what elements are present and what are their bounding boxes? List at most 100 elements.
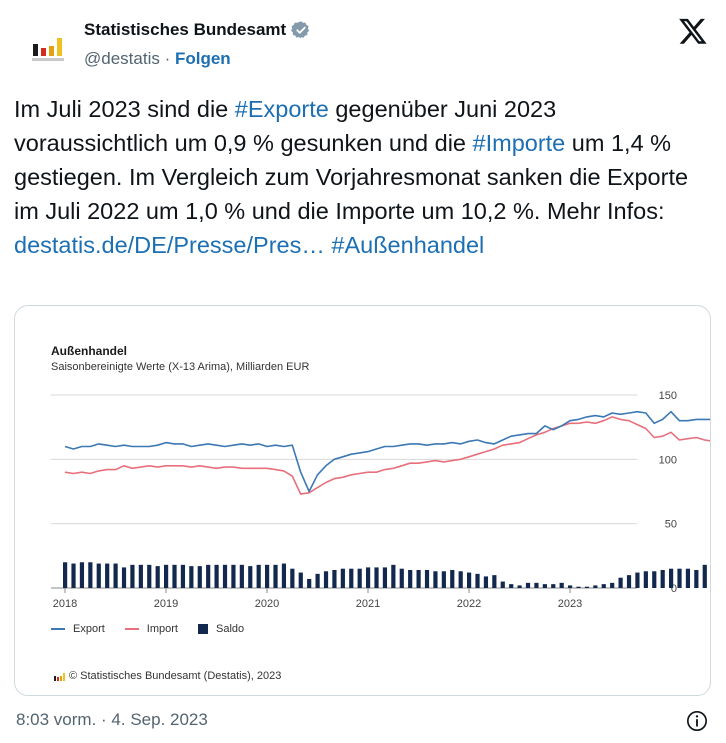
bar-saldo [408,569,413,588]
bar-saldo [63,562,68,588]
bar-saldo [88,562,93,588]
chart-legend: Export Import Saldo [51,623,264,635]
tweet-text-segment: Im Juli 2023 sind die [14,96,235,122]
tweet-header: Statistisches Bundesamt @destatis · Folg… [16,12,710,76]
bar-saldo [138,564,143,588]
x-tick-label: 2019 [154,598,178,610]
avatar-bar-yellow [57,38,62,56]
chart-source-text: © Statistisches Bundesamt (Destatis), 20… [69,670,282,682]
x-tick-label: 2022 [457,598,481,610]
bar-saldo [332,569,337,588]
bar-saldo [79,562,85,588]
x-tick-label: 2021 [356,598,380,610]
x-tick-label: 2020 [255,598,279,610]
legend-item-import: Import [124,623,178,635]
handle[interactable]: @destatis [84,49,160,68]
avatar-base [32,58,64,61]
bar-saldo [416,569,421,588]
bar-saldo [391,564,396,588]
chart-plot: 0 50 100 150 2018 2019 2020 2021 2022 2023 [51,390,710,610]
bar-saldo [206,564,211,588]
bar-saldo [534,582,539,588]
tweet-link[interactable]: #Exporte [234,96,329,122]
bar-saldo [256,564,261,588]
bar-saldo [239,564,244,588]
line-import [64,416,710,495]
bar-saldo [265,564,270,588]
legend-swatch-export [51,628,65,630]
tweet-text-segment: gegenüber Juni 2023 voraussichtlich um 0… [14,96,557,156]
legend-label-import: Import [146,623,178,635]
bar-saldo [214,564,219,588]
bar-saldo [500,581,505,588]
bar-saldo [366,567,371,588]
bar-saldo [105,563,110,588]
bar-saldo [180,564,186,588]
legend-swatch-import [124,628,139,630]
bar-saldo [643,571,648,588]
tweet-link[interactable]: #Importe [472,130,566,156]
chart-subtitle: Saisonbereinigte Werte (X-13 Arima), Mil… [51,361,310,373]
line-export [64,410,710,493]
author-name[interactable]: Statistisches Bundesamt [84,20,287,39]
bar-saldo [584,586,590,588]
bar-saldo [323,571,329,588]
bar-saldo [559,582,564,588]
bar-saldo [576,586,581,588]
tweet-timestamp[interactable]: 8:03 vorm. · 4. Sep. 2023 [16,710,208,729]
destatis-mini-logo-icon [54,672,66,681]
bar-saldo [702,564,707,588]
bar-saldo [492,575,497,588]
bar-saldo [71,563,76,588]
avatar-bar-black [33,44,38,56]
handle-row: @destatis · Folgen [84,49,231,69]
legend-label-saldo: Saldo [215,623,245,635]
tweet-link[interactable]: destatis.de/DE/Presse/Pres… [14,232,325,258]
bar-saldo [525,582,531,588]
verified-badge-icon [291,21,310,39]
bar-saldo [467,572,472,588]
bar-saldo [121,567,127,588]
x-tick-label: 2023 [558,598,582,610]
bar-saldo [130,564,135,588]
bar-saldo [113,563,118,588]
bar-saldo [685,568,691,588]
x-tick-label: 2018 [53,598,77,610]
bar-saldo [96,563,101,588]
bar-saldo [155,566,160,588]
info-circle-icon[interactable] [686,710,708,732]
bar-saldo [669,568,674,588]
avatar[interactable] [20,18,76,74]
bar-saldo [248,566,253,588]
bar-saldo [349,568,354,588]
bar-saldo [652,571,657,588]
bar-saldo [509,584,514,588]
bar-saldo [340,568,345,588]
chart-card[interactable]: Außenhandel Saisonbereinigte Werte (X-13… [14,305,711,696]
bar-saldo [273,564,278,588]
x-logo-icon[interactable] [678,16,708,46]
bar-saldo [475,573,480,588]
bar-saldo [357,568,362,588]
bar-saldo [281,563,287,588]
bar-saldo [551,584,556,588]
bar-saldo [601,584,606,588]
y-tick-label: 100 [659,454,677,466]
bar-saldo [399,568,404,588]
bar-saldo [147,564,152,588]
bar-saldo [374,567,379,588]
bar-saldo [231,564,236,588]
bar-saldo [307,578,312,588]
tweet-link[interactable]: #Außenhandel [331,232,485,258]
bar-saldo [290,568,295,588]
bar-saldo [197,566,202,588]
bar-saldo [618,577,623,588]
bar-saldo [424,569,430,588]
follow-button[interactable]: Folgen [174,49,231,68]
tweet-text-segment: um 1,4 % gestiegen. Im Vergleich zum Vor… [14,130,689,224]
bar-saldo [189,566,194,588]
bar-saldo [568,585,573,588]
bar-saldo [635,572,640,588]
bar-saldo [483,576,489,588]
bar-saldo [222,564,228,588]
